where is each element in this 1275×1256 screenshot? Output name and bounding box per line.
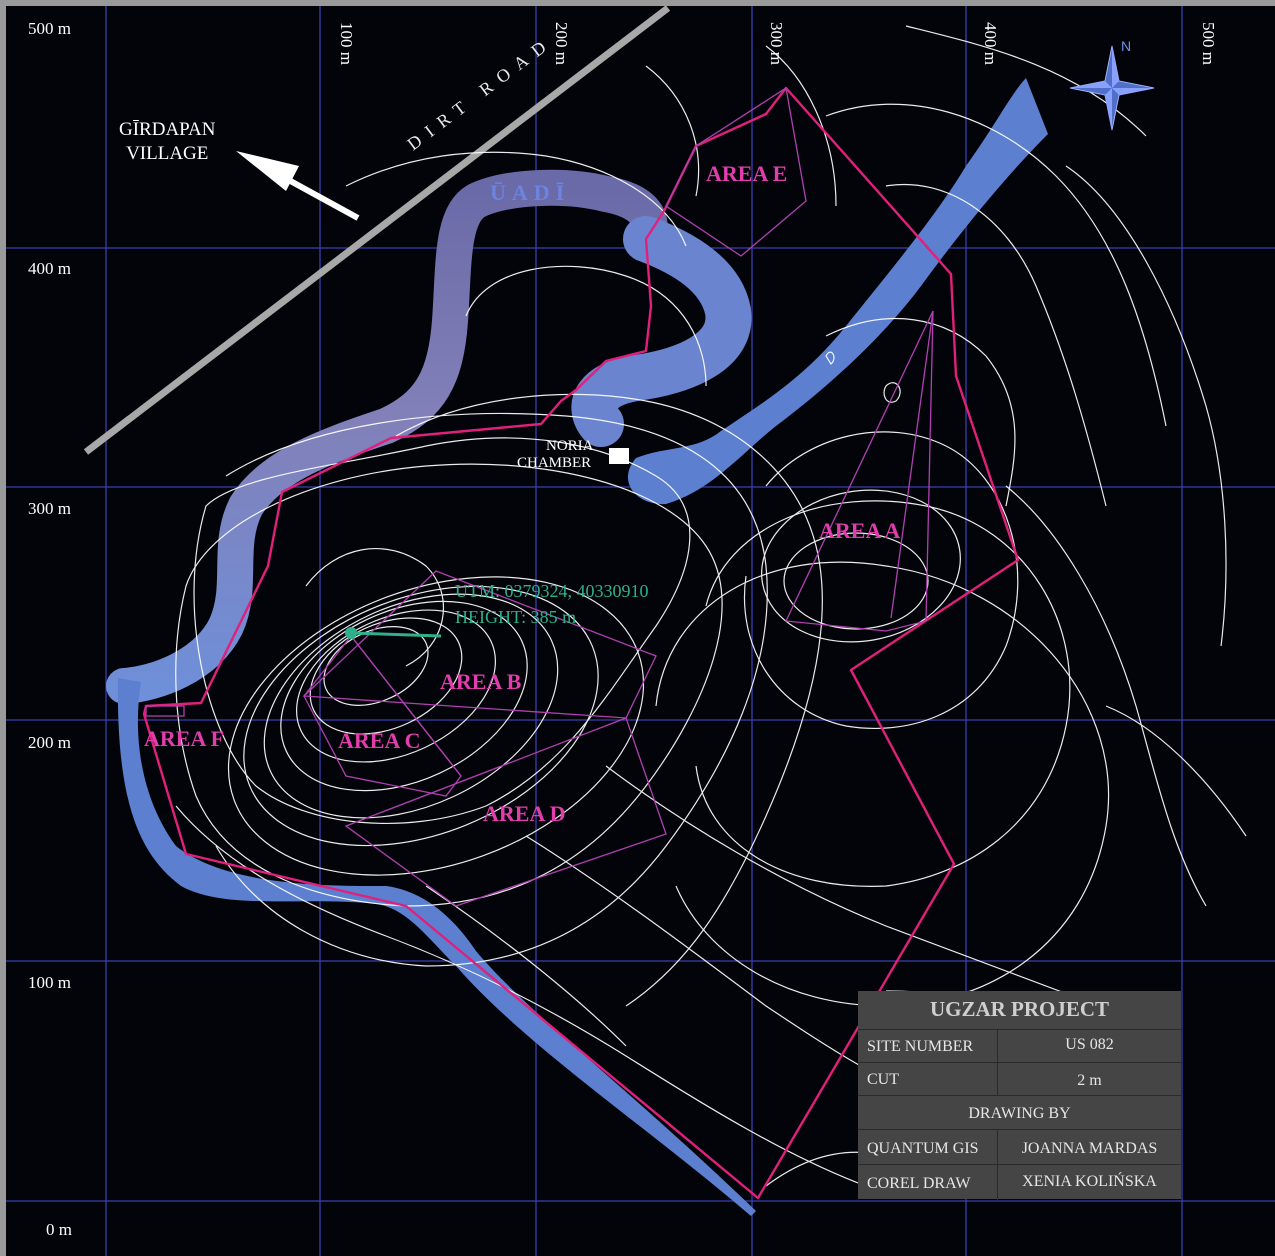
corel-draw-author: XENIA KOLIŃSKA bbox=[1022, 1173, 1157, 1190]
y-axis-label: 0 m bbox=[46, 1220, 72, 1239]
area-b-label: AREA B bbox=[440, 669, 522, 694]
cell-divider bbox=[997, 1030, 998, 1063]
grid bbox=[6, 6, 1275, 1256]
quantum-gis-label: QUANTUM GIS bbox=[867, 1140, 979, 1157]
compass-icon bbox=[1069, 45, 1155, 131]
noria-chamber-marker bbox=[609, 448, 629, 464]
quantum-gis-row: QUANTUM GIS JOANNA MARDAS bbox=[858, 1129, 1181, 1165]
wadi-band bbox=[106, 169, 668, 704]
corel-draw-row: COREL DRAW XENIA KOLIŃSKA bbox=[858, 1164, 1181, 1200]
area-e-label: AREA E bbox=[706, 161, 788, 186]
site-number-label: SITE NUMBER bbox=[867, 1038, 974, 1055]
x-axis-label: 100 m bbox=[337, 22, 356, 65]
contour-lines bbox=[175, 25, 1247, 1187]
y-axis-label: 100 m bbox=[28, 973, 71, 992]
cut-label: CUT bbox=[867, 1071, 899, 1088]
site-number-value: US 082 bbox=[1065, 1036, 1114, 1053]
project-info-box: UGZAR PROJECT SITE NUMBER US 082 CUT 2 m… bbox=[858, 991, 1181, 1200]
utm-coordinates: UTM: 0379324, 40330910 bbox=[455, 581, 649, 601]
x-axis-label: 400 m bbox=[981, 22, 1000, 65]
area-a-label: AREA A bbox=[819, 518, 901, 543]
quantum-gis-author: JOANNA MARDAS bbox=[1021, 1140, 1158, 1157]
project-title: UGZAR PROJECT bbox=[929, 997, 1110, 1021]
cell-divider bbox=[997, 1165, 998, 1200]
village-arrow bbox=[236, 151, 360, 221]
site-map-frame: 500 m 400 m 300 m 200 m 100 m 0 m 100 m … bbox=[6, 6, 1275, 1256]
river bbox=[627, 78, 1048, 505]
wadi-bend bbox=[571, 216, 752, 447]
cell-divider bbox=[997, 1063, 998, 1096]
area-outlines bbox=[145, 86, 934, 907]
drawing-by-label: DRAWING BY bbox=[968, 1105, 1071, 1122]
compass-north-label: N bbox=[1121, 38, 1132, 54]
wadi-label: ŪADĪ bbox=[490, 180, 571, 205]
utm-pointer bbox=[350, 631, 442, 638]
utm-height: HEIGHT: 385 m bbox=[455, 607, 577, 627]
y-axis-label: 200 m bbox=[28, 733, 71, 752]
area-f-label: AREA F bbox=[144, 726, 225, 751]
cell-divider bbox=[997, 1130, 998, 1165]
site-map bbox=[6, 6, 1275, 1256]
y-axis-label: 400 m bbox=[28, 259, 71, 278]
village-label-line1: GĪRDAPAN bbox=[119, 119, 216, 140]
x-axis-label: 300 m bbox=[767, 22, 786, 65]
corel-draw-label: COREL DRAW bbox=[867, 1175, 971, 1192]
y-axis-label: 500 m bbox=[28, 19, 71, 38]
cut-value: 2 m bbox=[1077, 1072, 1102, 1089]
utm-point bbox=[345, 627, 357, 639]
dirt-road bbox=[83, 6, 671, 455]
village-label: GĪRDAPAN VILLAGE bbox=[119, 118, 215, 166]
site-boundary bbox=[142, 86, 1020, 1200]
village-label-line2: VILLAGE bbox=[126, 143, 209, 164]
noria-label-line2: CHAMBER bbox=[517, 455, 592, 471]
cut-row: CUT 2 m bbox=[858, 1062, 1181, 1096]
area-c-label: AREA C bbox=[338, 728, 421, 753]
drawing-by-row: DRAWING BY bbox=[858, 1095, 1181, 1130]
y-axis-label: 300 m bbox=[28, 499, 71, 518]
noria-label-line1: NORIA bbox=[546, 438, 594, 454]
x-axis-label: 500 m bbox=[1199, 22, 1218, 65]
river-south-bank bbox=[117, 678, 756, 1216]
area-d-label: AREA D bbox=[483, 801, 566, 826]
site-number-row: SITE NUMBER US 082 bbox=[858, 1029, 1181, 1063]
